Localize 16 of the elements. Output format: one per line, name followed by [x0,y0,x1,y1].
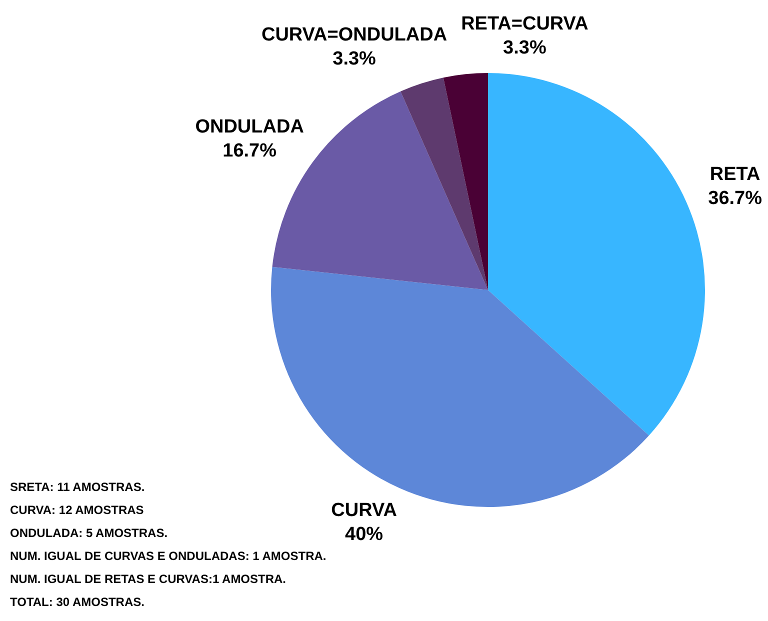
text: SRETA: 11 AMOSTRAS. [10,479,146,496]
data-label: 36.7% [708,188,762,209]
text: ONDULADA: 5 AMOSTRAS. [10,525,169,542]
slice-label: ONDULADA [195,116,304,138]
slice-label: RETA=CURVA [461,14,589,35]
data-label: 16.7% [222,140,277,162]
text: TOTAL: 30 AMOSTRAS. [10,594,146,611]
data-label: 40% [345,524,384,545]
text: CURVA: 12 AMOSTRAS [10,502,145,519]
slice-label: CURVA=ONDULADA [261,24,448,46]
slice-label: RETA [710,164,760,185]
data-label: 3.3% [332,48,376,70]
slice-label: CURVA [331,500,398,521]
text: NUM. IGUAL DE CURVAS E ONDULADAS: 1 AMOSTRA. [10,548,326,565]
text: NUM. IGUAL DE RETAS E CURVAS:1 AMOSTRA. [10,571,288,588]
data-label: 3.3% [503,38,546,59]
